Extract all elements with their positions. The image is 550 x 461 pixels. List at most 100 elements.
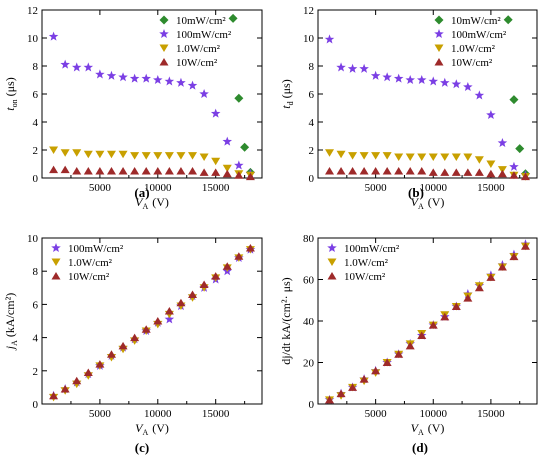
data-point-10mW xyxy=(509,95,519,105)
x-axis-label: VA (V) xyxy=(135,421,169,437)
x-tick-label: 10000 xyxy=(420,182,448,194)
y-axis-label: jA (kA/cm²) xyxy=(3,293,19,351)
data-point-100mW xyxy=(324,34,335,44)
data-point-1W xyxy=(382,152,392,160)
x-axis-unit: (V) xyxy=(152,421,169,435)
data-point-10W xyxy=(509,252,519,261)
legend-label-10mW: 10mW/cm² xyxy=(451,15,501,27)
legend-label-10W: 10W/cm² xyxy=(176,57,218,69)
y-tick-label: 10 xyxy=(27,233,39,245)
data-point-10W xyxy=(49,165,59,174)
data-point-100mW xyxy=(199,89,209,99)
data-point-10W xyxy=(72,376,82,385)
legend: 100mW/cm² 1.0W/cm² 10W/cm² xyxy=(327,243,400,283)
data-point-100mW xyxy=(83,62,94,72)
y-tick-label: 20 xyxy=(303,358,315,370)
data-point-10W xyxy=(130,167,140,175)
y-tick-label: 4 xyxy=(33,333,39,345)
data-point-10W xyxy=(222,262,232,270)
data-point-10mW xyxy=(234,93,244,103)
x-tick-label: 5000 xyxy=(89,182,112,194)
data-point-100mW xyxy=(118,72,128,82)
data-point-10mW xyxy=(240,142,250,152)
y-tick-label: 0 xyxy=(33,399,39,411)
data-point-10W xyxy=(106,167,116,175)
legend-label-10W: 10W/cm² xyxy=(451,57,493,69)
data-point-1W xyxy=(118,150,128,159)
plot-frame xyxy=(41,237,263,405)
y-axis-label: ton (μs) xyxy=(3,77,19,110)
data-point-100mW xyxy=(153,75,163,85)
x-axis-symbol: V xyxy=(411,195,420,209)
y-tick-label: 40 xyxy=(303,316,315,328)
x-axis-unit: (V) xyxy=(428,421,445,435)
legend-label-10W: 10W/cm² xyxy=(68,271,110,283)
data-point-10W xyxy=(234,171,244,179)
data-point-10W xyxy=(153,167,163,175)
data-point-10W xyxy=(234,252,244,260)
y-axis-unit: (kA/cm²) xyxy=(3,293,17,337)
legend-label-1W: 1.0W/cm² xyxy=(68,257,113,269)
data-point-100mW xyxy=(474,90,485,100)
y-axis-label: dj/dt kA/(cm²· μs) xyxy=(279,277,293,364)
x-axis-subscript: A xyxy=(142,428,148,437)
legend-marker-10W xyxy=(159,58,169,66)
data-point-1W xyxy=(486,160,496,168)
data-point-10W xyxy=(106,350,116,358)
data-point-10W xyxy=(463,294,473,302)
y-axis-symbol: t xyxy=(279,105,293,109)
data-point-10W xyxy=(417,331,427,340)
data-point-1W xyxy=(325,149,335,157)
data-point-1W xyxy=(463,153,473,161)
x-axis-subscript: A xyxy=(418,428,424,437)
data-point-1W xyxy=(451,153,461,161)
y-axis-symbol: j xyxy=(3,345,17,351)
data-point-10W xyxy=(188,290,198,298)
y-axis-subscript: A xyxy=(10,340,19,346)
y-axis-subscript: d xyxy=(286,101,295,105)
data-point-100mW xyxy=(95,69,105,79)
x-axis-label: VA (V) xyxy=(411,195,445,211)
data-point-10W xyxy=(451,168,461,176)
data-point-10W xyxy=(474,168,484,176)
legend-marker-100mW xyxy=(327,243,337,253)
y-tick-label: 6 xyxy=(33,299,39,311)
legend-marker-10W xyxy=(327,272,337,280)
data-point-10W xyxy=(451,302,461,310)
data-point-10W xyxy=(199,168,209,176)
data-point-10W xyxy=(440,312,450,321)
data-point-100mW xyxy=(164,314,175,324)
data-point-10W xyxy=(359,167,369,175)
data-point-10W xyxy=(95,360,105,368)
legend-label-10W: 10W/cm² xyxy=(344,271,386,283)
data-point-10W xyxy=(428,321,438,329)
data-point-1W xyxy=(348,152,358,160)
data-point-1W xyxy=(336,150,346,159)
data-point-10W xyxy=(95,167,105,175)
data-point-10W xyxy=(348,167,358,175)
y-tick-label: 0 xyxy=(309,399,315,411)
chart-panel-b: 5000 10000 15000 0 2 4 6 8 10 12 VA (V) td (μs) (b) 10m… xyxy=(279,5,538,211)
legend-marker-1W xyxy=(327,258,337,266)
y-axis-unit: (μs) xyxy=(279,79,293,98)
legend-label-100mW: 100mW/cm² xyxy=(176,29,232,41)
data-point-100mW xyxy=(164,76,175,86)
data-point-10W xyxy=(211,272,221,280)
data-point-10W xyxy=(72,167,82,175)
y-tick-label: 2 xyxy=(33,145,39,157)
legend-marker-1W xyxy=(51,258,61,266)
legend-label-10mW: 10mW/cm² xyxy=(176,15,226,27)
legend-label-100mW: 100mW/cm² xyxy=(451,29,507,41)
data-point-10W xyxy=(153,317,163,325)
legend: 100mW/cm² 1.0W/cm² 10W/cm² xyxy=(51,243,124,283)
data-point-1W xyxy=(474,156,484,164)
data-point-100mW xyxy=(336,62,346,72)
data-point-1W xyxy=(222,164,232,173)
data-point-10W xyxy=(245,243,255,252)
legend-marker-10mW xyxy=(434,15,444,25)
x-axis-symbol: V xyxy=(135,421,144,435)
data-point-1W xyxy=(141,152,151,160)
data-point-100mW xyxy=(222,136,233,146)
data-point-100mW xyxy=(234,160,244,170)
data-point-10W xyxy=(394,167,404,175)
